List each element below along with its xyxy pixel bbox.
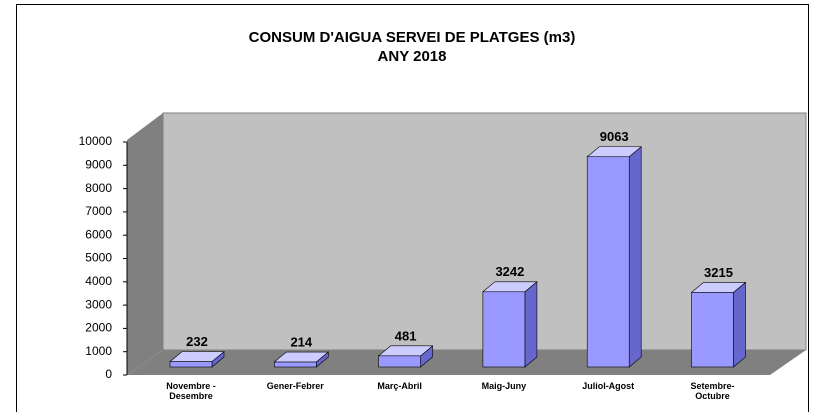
y-tick-label: 2000 — [85, 321, 112, 335]
side-wall — [127, 113, 163, 375]
bar — [482, 291, 526, 368]
chart-subtitle: ANY 2018 — [378, 48, 447, 65]
y-tick-label: 10000 — [79, 134, 113, 148]
bar — [691, 292, 734, 368]
y-tick-label: 1000 — [85, 344, 112, 358]
bar-side — [733, 281, 746, 368]
data-label: 9063 — [600, 129, 629, 144]
bar-side — [524, 281, 538, 368]
y-tick-label: 7000 — [85, 204, 112, 218]
data-label: 481 — [395, 328, 417, 343]
y-tick-label: 4000 — [85, 274, 112, 288]
x-tick-label: Març-Abril — [377, 381, 422, 391]
y-tick-label: 6000 — [85, 227, 112, 241]
x-tick-label: Novembre - Desembre — [166, 381, 216, 401]
x-tick-label: Juliol-Agost — [582, 381, 635, 391]
bar-side — [628, 146, 642, 368]
y-tick-label: 9000 — [85, 157, 112, 171]
data-label: 232 — [186, 334, 208, 349]
y-tick-label: 8000 — [85, 181, 112, 195]
bar — [169, 361, 213, 368]
y-tick-label: 3000 — [85, 297, 112, 311]
data-label: 3242 — [495, 264, 524, 279]
bar — [586, 156, 630, 368]
data-label: 214 — [290, 334, 312, 349]
x-tick-label: Setembre- Octubre — [690, 381, 735, 401]
chart-title: CONSUM D'AIGUA SERVEI DE PLATGES (m3) — [249, 29, 576, 46]
data-label: 3215 — [704, 265, 733, 280]
x-tick-label: Gener-Febrer — [266, 381, 324, 391]
bar — [273, 361, 317, 368]
x-tick-label: Maig-Juny — [481, 381, 527, 391]
y-tick-label: 5000 — [85, 251, 112, 265]
bar — [378, 355, 421, 368]
y-tick-label: 0 — [105, 367, 112, 381]
